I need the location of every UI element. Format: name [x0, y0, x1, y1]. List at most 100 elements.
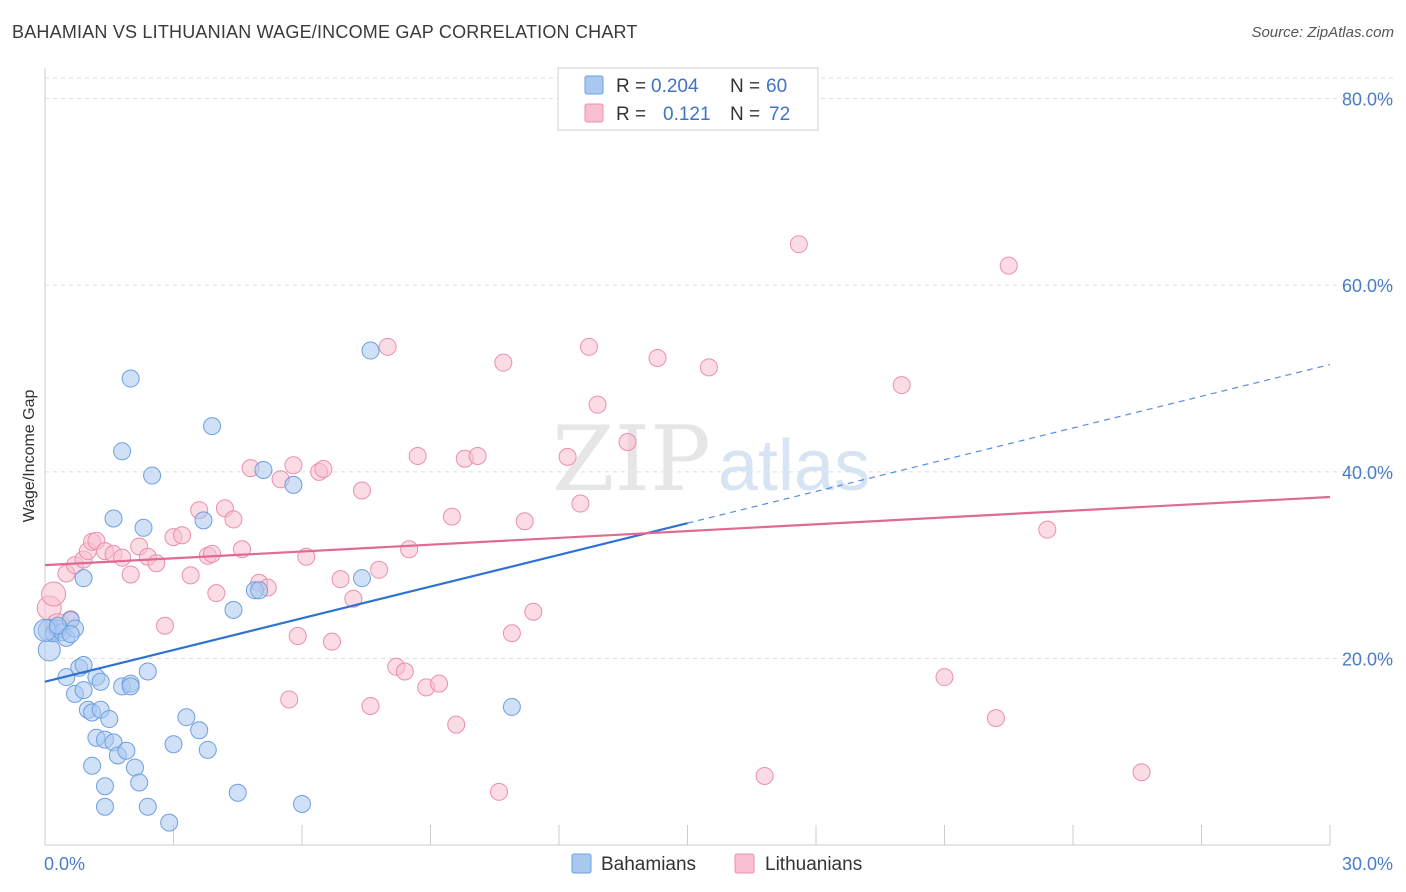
bahamians-point [228, 783, 247, 802]
bahamians-point [224, 600, 243, 619]
bahamians-point [502, 697, 521, 716]
lithuanians-point [618, 432, 637, 451]
source-credit: Source: ZipAtlas.com [1251, 24, 1394, 41]
bahamians-point [361, 341, 380, 360]
bottom-legend-lithuanians: Lithuanians [765, 854, 862, 875]
bahamians-point [160, 813, 179, 832]
lithuanians-point [224, 510, 243, 529]
lithuanians-point [155, 616, 174, 635]
lithuanians-point [361, 696, 380, 715]
lithuanians-point [344, 589, 363, 608]
lithuanians-point [207, 584, 226, 603]
legend-n-value-2: 72 [769, 104, 790, 125]
lithuanians-point [699, 358, 718, 377]
lithuanians-point [203, 544, 222, 563]
legend-r-value-1: 0.204 [651, 76, 699, 97]
bahamians-point [95, 797, 114, 816]
bahamians-point [121, 677, 140, 696]
legend-n-value-1: 60 [766, 76, 787, 97]
bahamians-trend-line [44, 522, 688, 683]
bahamians-point [100, 710, 119, 729]
lithuanians-point [147, 554, 166, 573]
top-legend: R = 0.204 N = 60 R = 0.121 N = 72 [557, 67, 819, 131]
bahamians-point [254, 460, 273, 479]
y-tick-label-0: 20.0% [1342, 649, 1393, 669]
bahamians-point [125, 758, 144, 777]
lithuanians-point [571, 494, 590, 513]
bottom-legend-bahamians: Bahamians [601, 854, 696, 875]
bahamians-point [74, 655, 93, 674]
lithuanians-trend-line [44, 495, 1331, 567]
bahamians-points [33, 341, 521, 832]
watermark-zip: ZIP [552, 407, 711, 512]
bahamians-point [83, 756, 102, 775]
bahamians-point [134, 518, 153, 537]
bahamians-point [130, 773, 149, 792]
lithuanians-point [494, 353, 513, 372]
lithuanians-point [284, 456, 303, 475]
lithuanians-point [490, 782, 509, 801]
bahamians-point [164, 735, 183, 754]
lithuanians-point [588, 395, 607, 414]
lithuanians-point [892, 376, 911, 395]
legend-n-label-1: N = [730, 76, 760, 97]
bahamians-point [74, 569, 93, 588]
bahamians-point [190, 721, 209, 740]
lithuanians-point [378, 337, 397, 356]
bahamians-point [352, 569, 371, 588]
bahamians-point [250, 581, 269, 600]
bottom-legend-swatch-lithuanians [734, 853, 755, 874]
bahamians-point [117, 741, 136, 760]
lithuanians-point [370, 560, 389, 579]
y-tick-labels: 20.0% 40.0% 60.0% 80.0% [1342, 90, 1393, 670]
bahamians-point [194, 511, 213, 530]
bahamians-point [203, 417, 222, 436]
lithuanians-point [41, 581, 67, 607]
watermark: ZIP atlas [552, 407, 870, 512]
legend-swatch-lithuanians [584, 103, 604, 123]
bahamians-point [121, 369, 140, 388]
trend-lines [44, 363, 1331, 683]
bottom-legend: Bahamians Lithuanians [571, 853, 862, 875]
lithuanians-point [113, 548, 132, 567]
bahamians-trend-extension [687, 363, 1331, 524]
grid-lines [45, 77, 1393, 659]
legend-swatch-bahamians [584, 75, 604, 95]
bahamians-point [113, 442, 132, 461]
lithuanians-point [400, 540, 419, 559]
lithuanians-point [986, 709, 1005, 728]
bahamians-point [177, 708, 196, 727]
bahamians-point [48, 616, 67, 635]
bahamians-point [74, 681, 93, 700]
lithuanians-point [524, 602, 543, 621]
lithuanians-point [280, 690, 299, 709]
legend-r-label-2: R = [616, 104, 646, 125]
lithuanians-point [442, 507, 461, 526]
lithuanians-point [288, 627, 307, 646]
lithuanians-point [181, 566, 200, 585]
bahamians-point [284, 475, 303, 494]
watermark-atlas: atlas [718, 426, 870, 506]
lithuanians-point [408, 446, 427, 465]
y-tick-label-2: 60.0% [1342, 276, 1393, 296]
lithuanians-point [935, 668, 954, 687]
bahamians-point [293, 794, 311, 813]
lithuanians-point [468, 446, 487, 465]
legend-r-value-2: 0.121 [663, 104, 711, 125]
bahamians-point [138, 797, 157, 816]
chart-title: BAHAMIAN VS LITHUANIAN WAGE/INCOME GAP C… [12, 22, 638, 42]
bahamians-point [95, 777, 114, 796]
bahamians-point [104, 509, 123, 528]
lithuanians-point [648, 349, 667, 368]
lithuanians-points [36, 235, 1151, 801]
bahamians-point [61, 625, 80, 644]
lithuanians-point [1132, 763, 1151, 782]
lithuanians-point [999, 256, 1018, 275]
lithuanians-point [515, 512, 534, 531]
lithuanians-point [1038, 520, 1057, 539]
lithuanians-point [314, 460, 333, 479]
bahamians-point [143, 466, 162, 485]
x-tick-label-0: 0.0% [44, 854, 85, 874]
y-axis-label: Wage/Income Gap [21, 390, 38, 523]
lithuanians-point [789, 235, 808, 254]
